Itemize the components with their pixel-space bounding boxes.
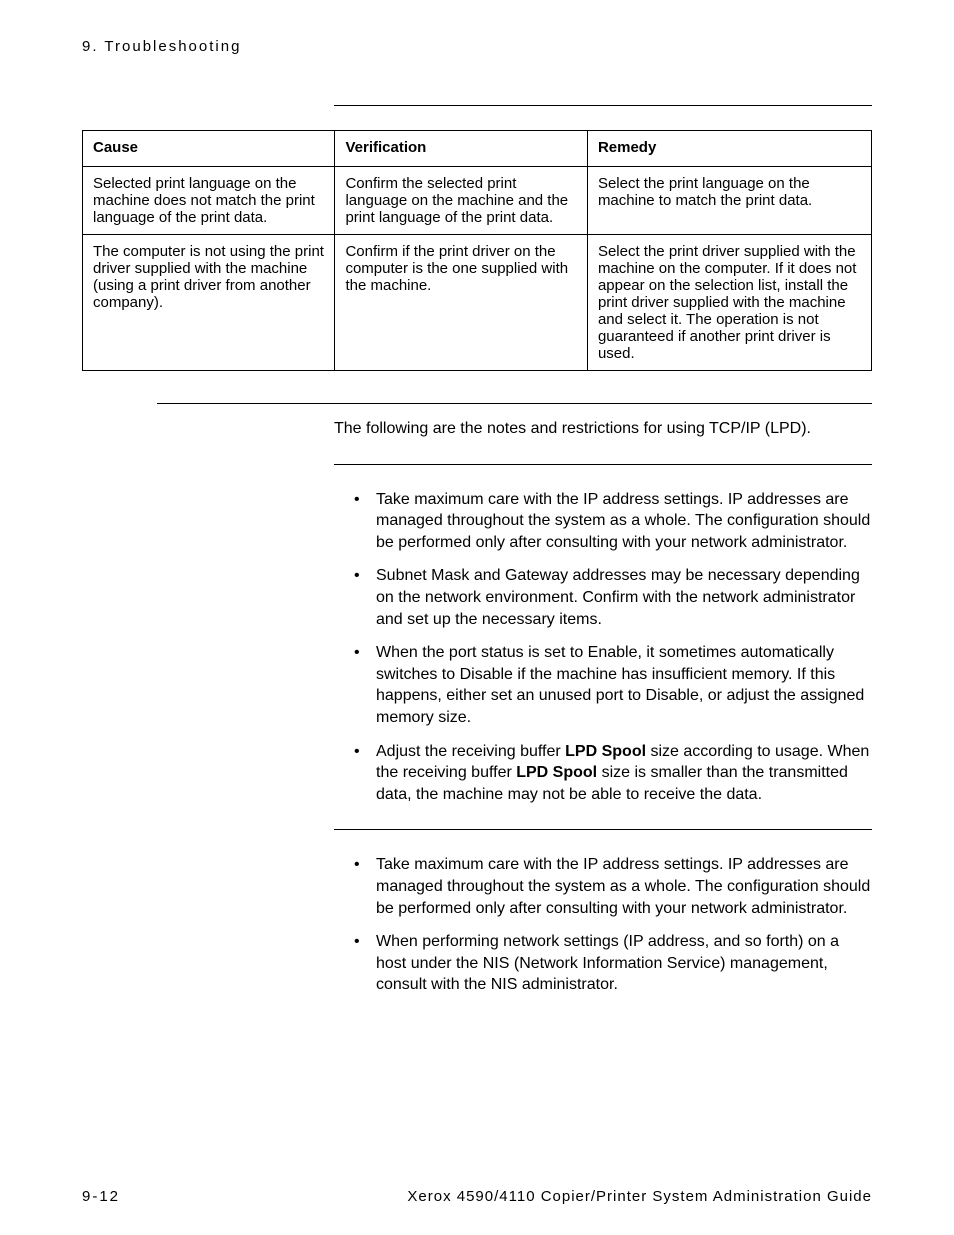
table-row: Selected print language on the machine d… xyxy=(83,167,872,235)
table-cell: Selected print language on the machine d… xyxy=(83,167,335,235)
machine-setup-list: Take maximum care with the IP address se… xyxy=(334,489,872,806)
page-number: 9-12 xyxy=(82,1188,120,1205)
tcpip-intro: The following are the notes and restrict… xyxy=(334,418,872,440)
list-item: Adjust the receiving buffer LPD Spool si… xyxy=(354,741,872,806)
section-divider xyxy=(334,105,872,106)
page-footer: 9-12 Xerox 4590/4110 Copier/Printer Syst… xyxy=(82,1188,872,1205)
document-title: Xerox 4590/4110 Copier/Printer System Ad… xyxy=(407,1188,872,1205)
list-item: When performing network settings (IP add… xyxy=(354,931,872,996)
list-item: Take maximum care with the IP address se… xyxy=(354,489,872,554)
table-header-row: Cause Verification Remedy xyxy=(83,131,872,167)
troubleshooting-table: Cause Verification Remedy Selected print… xyxy=(82,130,872,371)
page-header: 9. Troubleshooting xyxy=(82,38,872,55)
list-item: When the port status is set to Enable, i… xyxy=(354,642,872,728)
table-header-remedy: Remedy xyxy=(587,131,871,167)
bold-term: LPD Spool xyxy=(516,764,597,781)
list-item: Subnet Mask and Gateway addresses may be… xyxy=(354,565,872,630)
list-item: Take maximum care with the IP address se… xyxy=(354,854,872,919)
computer-setup-list: Take maximum care with the IP address se… xyxy=(334,854,872,996)
table-cell: Select the print language on the machine… xyxy=(587,167,871,235)
table-row: The computer is not using the print driv… xyxy=(83,235,872,371)
section-divider xyxy=(334,464,872,465)
table-cell: Confirm the selected print language on t… xyxy=(335,167,587,235)
section-divider xyxy=(157,403,872,404)
section-divider xyxy=(334,829,872,830)
table-cell: Select the print driver supplied with th… xyxy=(587,235,871,371)
table-header-verification: Verification xyxy=(335,131,587,167)
bold-term: LPD Spool xyxy=(565,743,646,760)
table-cell: The computer is not using the print driv… xyxy=(83,235,335,371)
table-header-cause: Cause xyxy=(83,131,335,167)
page-container: 9. Troubleshooting Cause Verification Re… xyxy=(0,0,954,1235)
table-cell: Confirm if the print driver on the compu… xyxy=(335,235,587,371)
